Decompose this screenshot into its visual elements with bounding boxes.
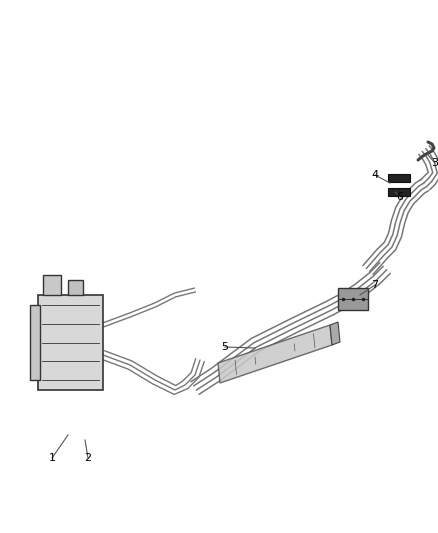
Text: 4: 4 — [371, 170, 378, 180]
Text: 5: 5 — [222, 342, 229, 352]
Bar — [388, 188, 410, 196]
Polygon shape — [218, 325, 332, 383]
Bar — [30, 305, 40, 380]
Text: 1: 1 — [49, 453, 56, 463]
Polygon shape — [330, 322, 340, 345]
Bar — [68, 280, 83, 295]
Bar — [338, 288, 368, 310]
Bar — [388, 174, 410, 182]
Bar — [38, 295, 103, 390]
Text: 6: 6 — [396, 192, 403, 202]
Bar — [43, 275, 61, 295]
Text: 3: 3 — [431, 158, 438, 168]
Text: 2: 2 — [85, 453, 92, 463]
Text: 7: 7 — [371, 280, 378, 290]
